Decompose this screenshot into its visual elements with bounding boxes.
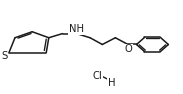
Text: NH: NH [69,24,84,34]
Text: Cl: Cl [92,71,102,81]
Text: H: H [108,78,115,88]
Text: S: S [1,51,8,61]
Text: O: O [124,44,132,54]
